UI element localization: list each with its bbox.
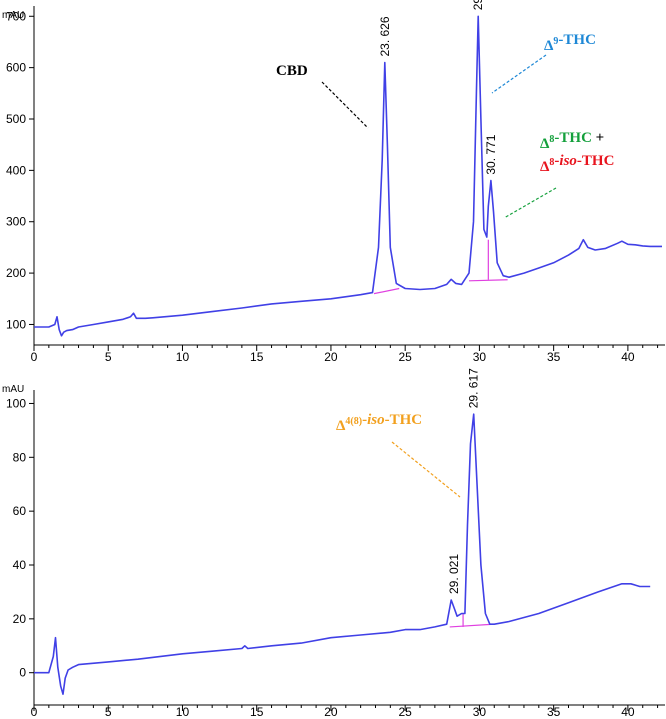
annotation-part: CBD <box>276 63 308 79</box>
annotation-part: iso <box>559 153 577 169</box>
x-tick-label: 5 <box>105 350 112 364</box>
integration-baseline <box>449 623 493 628</box>
y-tick-label: 400 <box>6 163 26 177</box>
annotation-leader <box>491 54 547 94</box>
y-tick-label: 600 <box>6 61 26 75</box>
peak-label: 30. 771 <box>484 134 498 174</box>
y-tick-label: 500 <box>6 112 26 126</box>
y-tick-label: 60 <box>13 504 27 518</box>
chromatogram-top: mAU 100 200 300 400 500 600 700 0 5 10 15 20 25 30 35 40… <box>2 0 665 364</box>
x-tick-label: 15 <box>250 350 264 364</box>
annotation-part: - <box>362 412 367 428</box>
compound-annotation: Δ9-THC <box>544 32 596 54</box>
peak-label: 29. 021 <box>447 554 461 594</box>
x-tick-label: 35 <box>547 350 561 364</box>
y-axis-label: mAU <box>2 10 24 21</box>
integration-baseline <box>373 287 400 295</box>
chromatogram-trace <box>34 413 651 696</box>
peak-label: 29. 617 <box>467 368 481 408</box>
x-tick-label: 15 <box>250 705 264 719</box>
compound-annotation: CBD <box>276 63 308 79</box>
y-tick-label: 200 <box>6 266 26 280</box>
annotation-part: 9 <box>553 36 558 47</box>
annotation-part: - <box>554 153 559 169</box>
y-tick-label: 700 <box>6 9 26 23</box>
annotation-part: -THC <box>554 130 592 146</box>
compound-annotation: Δ8-THC + <box>540 130 604 152</box>
x-tick-label: 25 <box>398 705 412 719</box>
annotation-part: 8 <box>549 134 554 145</box>
x-tick-label: 5 <box>105 705 112 719</box>
x-tick-label: 35 <box>547 705 561 719</box>
annotation-leader <box>391 441 461 498</box>
chromatogram-trace <box>34 15 662 337</box>
integration-baseline <box>469 279 508 282</box>
annotation-part: -THC <box>577 153 615 169</box>
x-tick-label: 0 <box>31 350 38 364</box>
x-tick-label: 30 <box>473 705 487 719</box>
compound-annotation: Δ4(8)-iso-THC <box>336 412 422 434</box>
compound-annotation: Δ8-iso-THC <box>540 153 614 175</box>
peak-label: 29. 921 <box>471 0 485 10</box>
annotation-part: iso <box>367 412 385 428</box>
y-tick-label: 0 <box>19 666 26 680</box>
annotation-part: 8 <box>549 157 554 168</box>
annotation-part: -THC <box>385 412 423 428</box>
chromatogram-bottom: mAU 0 20 40 60 80 100 0 5 10 15 20 25 30 35 40 29. 617 29… <box>2 368 665 719</box>
x-tick-label: 20 <box>324 705 338 719</box>
y-tick-label: 20 <box>13 612 27 626</box>
annotation-part: Δ <box>540 159 550 175</box>
annotation-part: + <box>592 130 604 146</box>
x-tick-label: 40 <box>621 705 635 719</box>
annotation-leader <box>321 81 369 129</box>
x-tick-label: 40 <box>621 350 635 364</box>
x-tick-label: 30 <box>473 350 487 364</box>
x-tick-label: 10 <box>176 705 190 719</box>
y-tick-label: 300 <box>6 215 26 229</box>
y-tick-label: 100 <box>6 317 26 331</box>
annotation-part: -THC <box>558 32 596 48</box>
annotation-part: Δ <box>540 136 550 152</box>
annotation-part: 4(8) <box>345 416 362 427</box>
x-tick-label: 20 <box>324 350 338 364</box>
x-tick-label: 0 <box>31 705 38 719</box>
annotation-part: Δ <box>336 418 346 434</box>
x-tick-label: 10 <box>176 350 190 364</box>
y-tick-label: 100 <box>6 396 26 410</box>
annotation-leader <box>503 187 557 219</box>
y-tick-label: 80 <box>13 450 27 464</box>
x-tick-label: 25 <box>398 350 412 364</box>
peak-label: 23. 626 <box>378 16 392 56</box>
annotation-part: Δ <box>544 38 554 54</box>
y-axis-label: mAU <box>2 384 24 395</box>
y-tick-label: 40 <box>13 558 27 572</box>
